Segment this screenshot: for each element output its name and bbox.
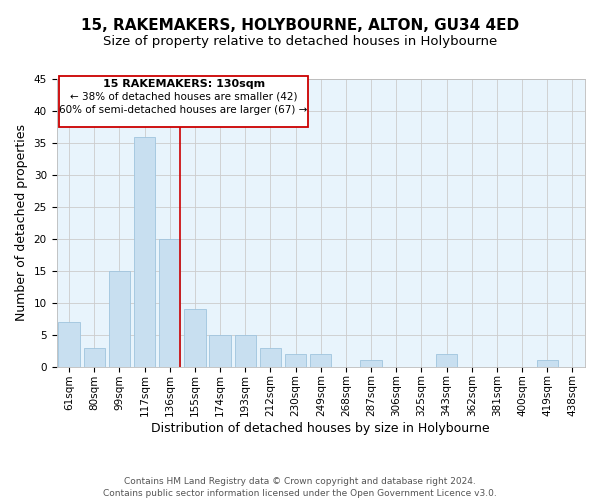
FancyBboxPatch shape <box>59 76 308 127</box>
Text: 15 RAKEMAKERS: 130sqm: 15 RAKEMAKERS: 130sqm <box>103 79 265 89</box>
Bar <box>436 354 457 366</box>
Text: 15, RAKEMAKERS, HOLYBOURNE, ALTON, GU34 4ED: 15, RAKEMAKERS, HOLYBOURNE, ALTON, GU34 … <box>81 18 519 32</box>
Bar <box>134 136 155 366</box>
X-axis label: Distribution of detached houses by size in Holybourne: Distribution of detached houses by size … <box>151 422 490 435</box>
Text: Contains public sector information licensed under the Open Government Licence v3: Contains public sector information licen… <box>103 489 497 498</box>
Bar <box>58 322 80 366</box>
Bar <box>536 360 558 366</box>
Bar <box>159 239 181 366</box>
Bar <box>83 348 105 366</box>
Bar <box>209 334 231 366</box>
Text: ← 38% of detached houses are smaller (42): ← 38% of detached houses are smaller (42… <box>70 92 298 102</box>
Bar <box>109 271 130 366</box>
Bar <box>260 348 281 366</box>
Text: Contains HM Land Registry data © Crown copyright and database right 2024.: Contains HM Land Registry data © Crown c… <box>124 478 476 486</box>
Bar <box>310 354 331 366</box>
Bar <box>361 360 382 366</box>
Bar <box>235 334 256 366</box>
Text: Size of property relative to detached houses in Holybourne: Size of property relative to detached ho… <box>103 35 497 48</box>
Bar <box>285 354 306 366</box>
Bar <box>184 309 206 366</box>
Y-axis label: Number of detached properties: Number of detached properties <box>15 124 28 322</box>
Text: 60% of semi-detached houses are larger (67) →: 60% of semi-detached houses are larger (… <box>59 104 308 115</box>
